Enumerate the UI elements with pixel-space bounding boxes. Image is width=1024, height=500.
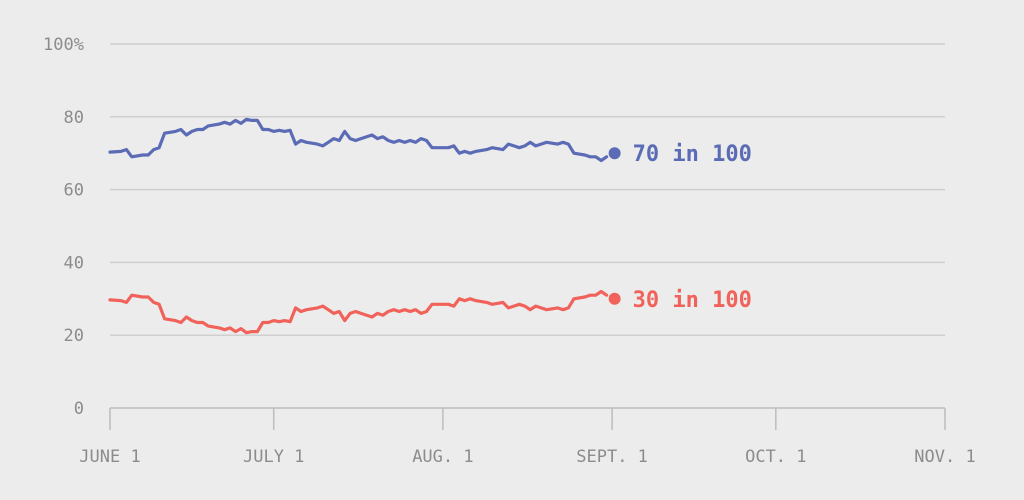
series-line-1	[108, 289, 609, 335]
end-labels: 70 in 100 30 in 100	[608, 142, 752, 313]
series-lines	[108, 117, 609, 335]
gridlines	[110, 43, 945, 409]
end-marker-0	[608, 147, 621, 160]
y-tick-label: 80	[64, 108, 84, 128]
x-tick-label: NOV. 1	[914, 447, 975, 467]
x-tick-label: AUG. 1	[412, 447, 473, 467]
end-marker-1	[608, 292, 621, 305]
x-axis-ticks: JUNE 1 JULY 1 AUG. 1 SEPT. 1 OCT. 1 NOV. 1	[79, 408, 976, 467]
series-line-0	[108, 117, 609, 163]
x-tick-label: JULY 1	[243, 447, 304, 467]
y-tick-label: 40	[64, 253, 84, 273]
end-label-1: 30 in 100	[633, 288, 752, 313]
y-axis-ticks: 100% 80 60 40 20 0	[43, 35, 84, 419]
x-tick-label: JUNE 1	[79, 447, 140, 467]
x-tick-label: SEPT. 1	[576, 447, 648, 467]
y-tick-label: 20	[64, 326, 84, 346]
x-tick-label: OCT. 1	[745, 447, 806, 467]
end-label-0: 70 in 100	[633, 142, 752, 167]
y-tick-label: 0	[74, 399, 84, 419]
y-tick-label: 60	[64, 181, 84, 201]
y-tick-label: 100%	[43, 35, 84, 55]
